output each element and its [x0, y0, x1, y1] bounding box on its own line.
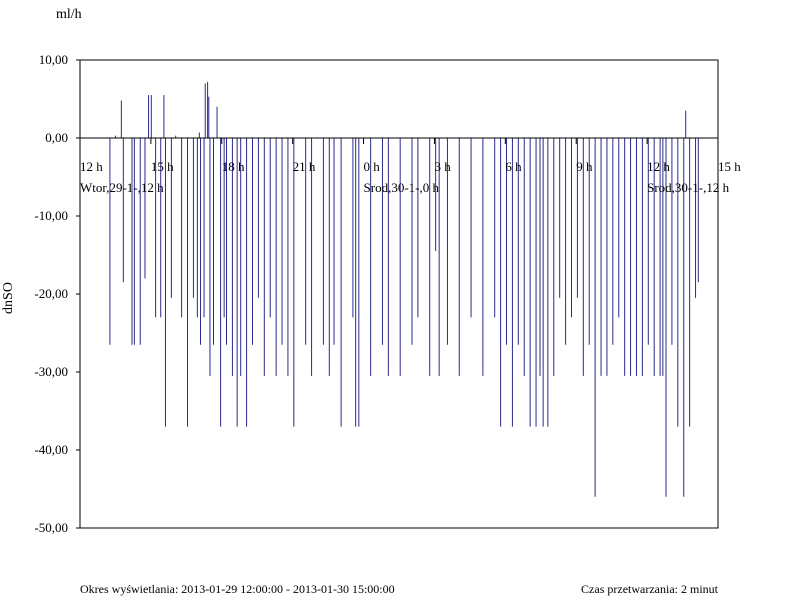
y-tick-label: -40,00: [34, 442, 68, 457]
x-tick-label: 15 h: [718, 159, 741, 174]
y-axis: 10,00 0,00 -10,00 -20,00 -30,00 -40,00 -50,00: [34, 52, 80, 535]
y-tick-label: -50,00: [34, 520, 68, 535]
y-tick-label: 0,00: [45, 130, 68, 145]
y-tick-label: 10,00: [39, 52, 68, 67]
x-tick-label: 21 h: [293, 159, 316, 174]
display-range-label: Okres wyświetlania: 2013-01-29 12:00:00 …: [80, 582, 395, 596]
x-tick-label: 3 h: [434, 159, 451, 174]
processing-time-label: Czas przetwarzania: 2 minut: [581, 582, 718, 596]
x-tick-label: 6 h: [505, 159, 522, 174]
x-date-label: Wtor,29-1-,12 h: [80, 180, 164, 195]
x-tick-label: 12 h: [80, 159, 103, 174]
y-tick-label: -30,00: [34, 364, 68, 379]
plot-area-frame: [79, 59, 719, 529]
y-tick-label: -10,00: [34, 208, 68, 223]
x-tick-label: 0 h: [364, 159, 381, 174]
y-tick-label: -20,00: [34, 286, 68, 301]
unit-label: ml/h: [56, 7, 82, 22]
x-date-label: Srod,30-1-,0 h: [364, 180, 440, 195]
x-tick-label: 15 h: [151, 159, 174, 174]
x-tick-label: 12 h: [647, 159, 670, 174]
y-axis-label: dnSO: [1, 282, 16, 314]
x-tick-label: 18 h: [222, 159, 245, 174]
x-tick-label: 9 h: [576, 159, 593, 174]
x-axis: 12 h Wtor,29-1-,12 h 15 h 18 h 21 h 0 h Srod,3…: [79, 138, 741, 195]
series-group: [109, 81, 699, 497]
x-date-label: Srod,30-1-,12 h: [647, 180, 729, 195]
